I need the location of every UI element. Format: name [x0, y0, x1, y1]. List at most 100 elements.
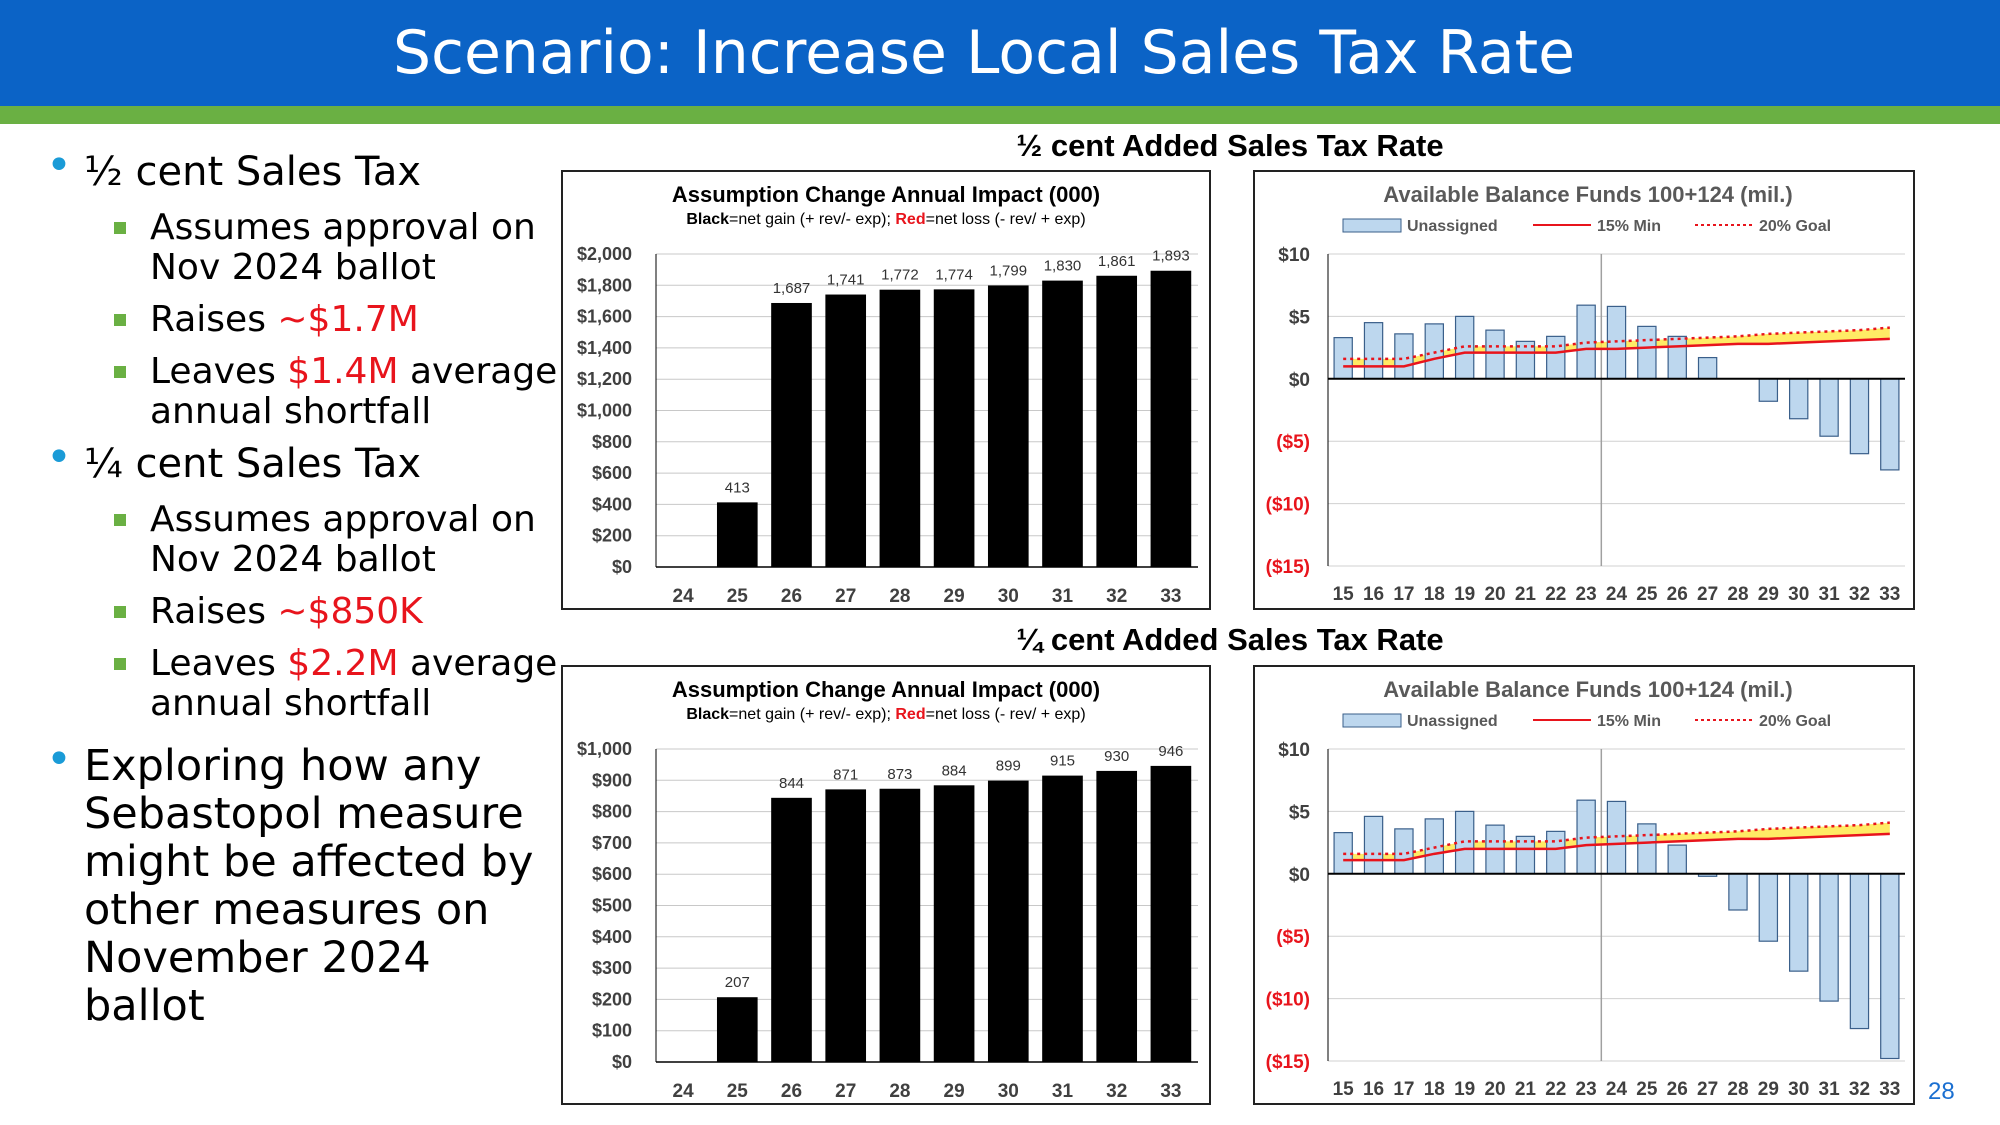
chart-title: Assumption Change Annual Impact (000) [672, 677, 1100, 702]
legend-label: Unassigned [1407, 713, 1498, 730]
x-tick-label: 31 [1052, 1081, 1074, 1102]
bar [933, 785, 975, 1062]
highlight-value: $2.2M [287, 643, 399, 684]
bar [825, 294, 867, 567]
bar [1819, 873, 1839, 1002]
x-tick-label: 30 [998, 586, 1019, 607]
data-label: 413 [725, 479, 750, 496]
x-tick-label: 15 [1333, 584, 1355, 605]
bar [1788, 378, 1809, 420]
slide-title: Scenario: Increase Local Sales Tax Rate [392, 18, 1576, 88]
bar [879, 289, 921, 567]
y-tick-label: $200 [592, 526, 632, 546]
sub-bullet: Raises ~$850K [42, 592, 562, 632]
bar [1880, 378, 1900, 471]
chart-panel-half-impact: Assumption Change Annual Impact (000) Bla… [561, 170, 1211, 610]
bar [825, 789, 867, 1062]
bar [1150, 270, 1192, 567]
legend-label: 15% Min [1597, 218, 1661, 235]
data-label: 207 [725, 974, 750, 991]
y-tick-label: $300 [592, 958, 632, 978]
y-tick-label: $5 [1289, 307, 1311, 328]
x-tick-label: 26 [1667, 1079, 1688, 1100]
bar [1728, 873, 1748, 911]
y-tick-label: $1,000 [577, 401, 632, 421]
y-tick-label: $1,000 [577, 739, 632, 759]
legend-swatch-unassigned [1342, 218, 1402, 233]
bar [1849, 873, 1870, 1030]
legend-label: 20% Goal [1759, 218, 1831, 235]
data-label: 1,741 [827, 272, 865, 289]
y-tick-label: $0 [612, 557, 632, 577]
bullet-exploring: Exploring how any Sebastopol measure mig… [42, 736, 562, 1030]
bar [987, 285, 1029, 567]
bar [933, 289, 975, 567]
bar [1667, 335, 1687, 380]
data-label: 873 [887, 766, 912, 783]
section-title-quarter-cent: ¼ cent Added Sales Tax Rate [1016, 622, 1444, 657]
sub-bullet: Assumes approval on Nov 2024 ballot [42, 208, 562, 288]
sub-bullet-text: Raises [150, 299, 278, 340]
x-tick-label: 23 [1576, 584, 1597, 605]
bar [1637, 823, 1657, 875]
x-tick-label: 24 [1606, 1079, 1628, 1100]
bar [1546, 335, 1566, 380]
y-tick-label: $1,800 [577, 275, 632, 295]
bullet-quarter-cent: ¼ cent Sales Tax [42, 434, 562, 488]
chart-title: Assumption Change Annual Impact (000) [672, 182, 1100, 207]
legend-label: 20% Goal [1759, 713, 1831, 730]
data-label: 1,861 [1098, 253, 1136, 270]
data-label: 1,774 [935, 266, 973, 283]
y-tick-label: $0 [1289, 865, 1310, 886]
y-tick-label: $600 [592, 864, 632, 884]
x-tick-label: 18 [1424, 1079, 1445, 1100]
sub-bullet-text: Raises [150, 591, 278, 632]
bar [1042, 775, 1083, 1062]
bar [716, 997, 758, 1062]
x-tick-label: 31 [1819, 1079, 1841, 1100]
y-tick-label: $10 [1278, 740, 1310, 761]
y-tick-label: ($10) [1266, 495, 1310, 516]
x-tick-label: 22 [1545, 1079, 1566, 1100]
x-tick-label: 17 [1393, 584, 1414, 605]
x-tick-label: 18 [1424, 584, 1445, 605]
y-tick-label: $1,200 [577, 369, 632, 389]
y-tick-label: $500 [592, 896, 632, 916]
bar [1333, 337, 1353, 380]
x-tick-label: 24 [1606, 584, 1628, 605]
data-label: 884 [942, 762, 967, 779]
bar [771, 797, 812, 1062]
bar [1788, 873, 1809, 972]
bar [1697, 356, 1718, 380]
chart-subtitle: Black=net gain (+ rev/- exp); Red=net lo… [686, 211, 1085, 228]
data-label: 930 [1104, 748, 1129, 765]
data-label: 871 [833, 766, 858, 783]
x-tick-label: 33 [1879, 584, 1900, 605]
x-tick-label: 27 [835, 586, 856, 607]
chart-panel-half-balance: Available Balance Funds 100+124 (mil.) Un… [1253, 170, 1915, 610]
x-tick-label: 26 [781, 1081, 802, 1102]
bar [1363, 322, 1384, 380]
chart-title: Available Balance Funds 100+124 (mil.) [1383, 182, 1792, 207]
bar [1667, 844, 1687, 875]
sub-bullet: Raises ~$1.7M [42, 300, 562, 340]
x-tick-label: 27 [1697, 1079, 1718, 1100]
data-label: 899 [996, 758, 1021, 775]
x-tick-label: 19 [1454, 584, 1475, 605]
bar [1880, 873, 1900, 1060]
chart-quarter-impact: Assumption Change Annual Impact (000) Bla… [577, 677, 1198, 1102]
page-number: 28 [1928, 1078, 1955, 1105]
x-tick-label: 32 [1106, 586, 1127, 607]
x-tick-label: 21 [1515, 584, 1537, 605]
x-tick-label: 16 [1363, 1079, 1384, 1100]
y-tick-label: $1,400 [577, 338, 632, 358]
x-tick-label: 32 [1849, 584, 1870, 605]
data-label: 946 [1158, 743, 1183, 760]
bullet-half-cent: ½ cent Sales Tax [42, 142, 562, 196]
x-tick-label: 28 [889, 586, 910, 607]
bar [1394, 828, 1414, 875]
bar [1454, 810, 1475, 875]
x-tick-label: 17 [1393, 1079, 1414, 1100]
bar [987, 780, 1029, 1062]
data-label: 1,687 [773, 280, 811, 297]
